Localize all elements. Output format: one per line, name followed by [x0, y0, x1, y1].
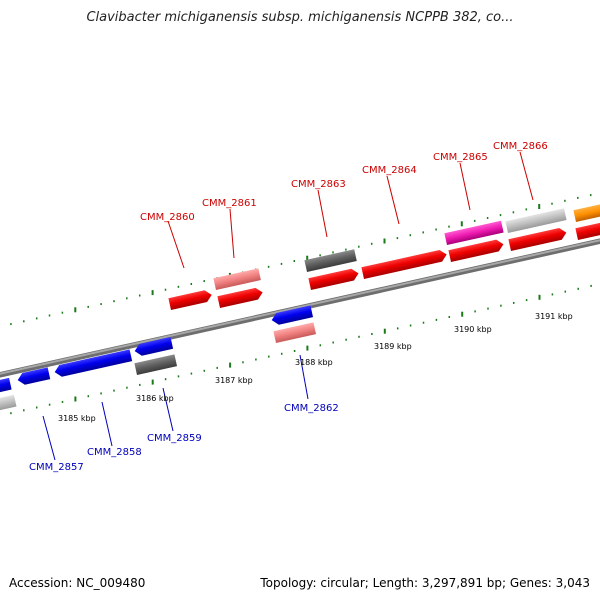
gene-feature[interactable] [53, 349, 133, 378]
scale-label: 3187 kbp [215, 376, 253, 385]
gene-feature[interactable] [16, 367, 51, 386]
gene-feature[interactable] [304, 249, 357, 272]
gene-feature[interactable] [270, 305, 314, 326]
gene-feature[interactable] [168, 289, 213, 310]
accession-text: Accession: NC_009480 [9, 576, 146, 590]
scale-label: 3186 kbp [136, 394, 174, 403]
gene-feature[interactable] [508, 227, 567, 251]
gene-feature[interactable] [133, 337, 174, 357]
gene-feature[interactable] [448, 238, 504, 262]
gene-feature[interactable] [444, 220, 504, 245]
gene-label-cmm-2861[interactable]: CMM_2861 [202, 198, 257, 209]
gene-feature[interactable] [573, 203, 600, 222]
gene-label-cmm-2865[interactable]: CMM_2865 [433, 152, 488, 163]
gene-label-cmm-2858[interactable]: CMM_2858 [87, 447, 142, 458]
scale-label: 3191 kbp [535, 312, 573, 321]
gene-feature[interactable] [134, 354, 178, 375]
reverse-strand-features [0, 305, 317, 411]
gene-feature[interactable] [273, 322, 317, 343]
scale-labels: 3185 kbp 3186 kbp 3187 kbp 3188 kbp 3189… [58, 312, 573, 423]
scale-label: 3190 kbp [454, 325, 492, 334]
gene-label-cmm-2857[interactable]: CMM_2857 [29, 462, 84, 473]
gene-label-cmm-2859[interactable]: CMM_2859 [147, 433, 202, 444]
gene-label-cmm-2862[interactable]: CMM_2862 [284, 403, 339, 414]
gene-feature[interactable] [361, 249, 448, 279]
outer-tick-ring [10, 194, 592, 326]
scale-label: 3189 kbp [374, 342, 412, 351]
gene-label-cmm-2864[interactable]: CMM_2864 [362, 165, 417, 176]
gene-feature[interactable] [0, 394, 17, 411]
scale-label: 3188 kbp [295, 358, 333, 367]
forward-gene-labels: CMM_2860 CMM_2861 CMM_2863 CMM_2864 CMM_… [140, 141, 548, 269]
gene-feature[interactable] [308, 267, 359, 290]
scale-label: 3185 kbp [58, 414, 96, 423]
gene-label-cmm-2860[interactable]: CMM_2860 [140, 212, 195, 223]
gene-label-cmm-2863[interactable]: CMM_2863 [291, 179, 346, 190]
map-title: Clavibacter michiganensis subsp. michiga… [86, 10, 514, 25]
inner-tick-ring [10, 284, 592, 415]
gene-feature[interactable] [575, 221, 600, 240]
gene-feature[interactable] [505, 208, 567, 233]
reverse-gene-labels: CMM_2857 CMM_2858 CMM_2859 CMM_2862 [29, 354, 339, 473]
topology-summary: Topology: circular; Length: 3,297,891 bp… [260, 576, 590, 590]
gene-feature[interactable] [213, 268, 261, 290]
gene-feature[interactable] [217, 287, 264, 308]
gene-feature[interactable] [0, 377, 12, 393]
forward-strand-features [168, 203, 600, 310]
gene-label-cmm-2866[interactable]: CMM_2866 [493, 141, 548, 152]
